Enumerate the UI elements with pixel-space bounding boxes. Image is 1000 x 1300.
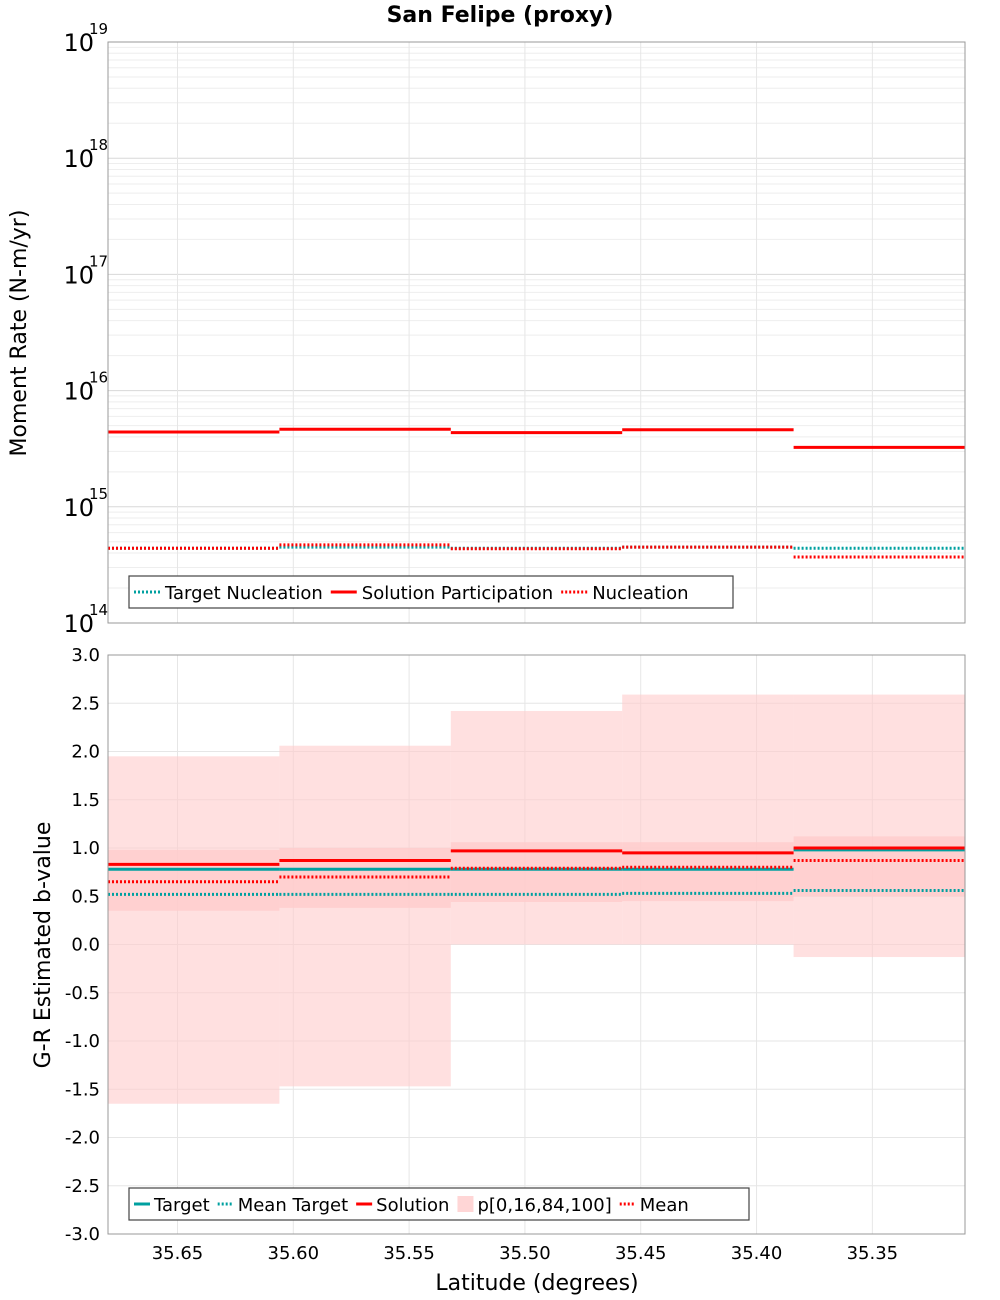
x-ticks: 35.65 35.60 35.55 35.50 35.45 35.40 35.35	[152, 1243, 898, 1264]
top-y-tick-exponent: 17	[89, 252, 108, 270]
bottom-y-tick-label: 1.5	[71, 790, 100, 811]
bottom-legend-label: Mean	[640, 1195, 689, 1216]
top-y-tick-exponent: 14	[89, 601, 108, 619]
band-outer-range	[108, 756, 280, 1104]
bottom-legend-label: p[0,16,84,100]	[477, 1195, 611, 1216]
bottom-y-tick-label: -0.5	[65, 983, 100, 1004]
bottom-y-tick-label: -2.5	[65, 1176, 100, 1197]
chart-title: San Felipe (proxy)	[387, 3, 614, 28]
band-inner-range	[793, 836, 965, 897]
percentile-band	[108, 694, 965, 1104]
top-legend-box	[128, 575, 734, 609]
bottom-y-tick-label: 2.5	[71, 693, 100, 714]
bottom-series	[108, 846, 965, 896]
top-y-tick-exponent: 18	[89, 136, 108, 154]
x-tick-label: 35.55	[383, 1243, 435, 1264]
bottom-y-tick-label: 3.0	[71, 645, 100, 666]
bottom-y-tick-label: 2.0	[71, 742, 100, 763]
top-series	[108, 427, 965, 559]
bottom-legend-box	[128, 1187, 750, 1221]
bottom-panel: -3.0 -2.5 -2.0 -1.5 -1.0 -0.5 0.0 0.5 1.0 1.5 2.0 2…	[31, 645, 966, 1296]
top-y-tick-exponent: 15	[89, 485, 108, 503]
bottom-plot-frame	[107, 654, 966, 1235]
top-legend-label: Target Nucleation	[164, 583, 323, 604]
top-y-tick-base: 10	[63, 261, 94, 289]
top-plot-frame	[107, 41, 966, 624]
top-y-tick-base: 10	[63, 145, 94, 173]
bottom-legend-swatch	[457, 1196, 474, 1212]
bottom-legend-label: Solution	[376, 1195, 449, 1216]
top-y-tick-base: 10	[63, 610, 94, 638]
x-tick-label: 35.60	[268, 1243, 320, 1264]
x-tick-label: 35.45	[615, 1243, 667, 1264]
x-tick-label: 35.65	[152, 1243, 204, 1264]
x-tick-label: 35.35	[847, 1243, 899, 1264]
top-legend-label: Nucleation	[592, 583, 688, 604]
band-outer-range	[450, 710, 623, 945]
bottom-legend-label: Target	[153, 1195, 210, 1216]
bottom-y-tick-label: -3.0	[65, 1224, 100, 1245]
bottom-y-ticks: -3.0 -2.5 -2.0 -1.5 -1.0 -0.5 0.0 0.5 1.0 1.5 2.0 2…	[65, 645, 100, 1245]
top-legend-label: Solution Participation	[362, 583, 553, 604]
top-y-tick-base: 10	[63, 29, 94, 57]
x-tick-label: 35.50	[499, 1243, 551, 1264]
bottom-y-axis-label: G-R Estimated b-value	[31, 822, 56, 1069]
x-tick-label: 35.40	[731, 1243, 783, 1264]
bottom-legend-label: Mean Target	[238, 1195, 348, 1216]
bottom-y-tick-label: 1.0	[71, 838, 100, 859]
band-outer-range	[279, 745, 451, 1087]
top-legend: Target Nucleation Solution Participation N…	[128, 575, 734, 609]
top-y-axis-label: Moment Rate (N-m/yr)	[7, 210, 32, 457]
band-outer-range	[622, 694, 794, 945]
x-axis-label: Latitude (degrees)	[435, 1271, 638, 1296]
bottom-y-tick-label: 0.0	[71, 935, 100, 956]
bottom-y-tick-label: -2.0	[65, 1128, 100, 1149]
top-y-tick-base: 10	[63, 378, 94, 406]
bottom-y-tick-label: -1.5	[65, 1079, 100, 1100]
top-y-tick-exponent: 19	[89, 20, 108, 38]
bottom-y-tick-label: -1.0	[65, 1031, 100, 1052]
band-outer-range	[793, 694, 965, 958]
bottom-y-tick-label: 0.5	[71, 886, 100, 907]
top-grid	[108, 41, 965, 624]
top-y-tick-exponent: 16	[89, 369, 108, 387]
top-y-tick-base: 10	[63, 494, 94, 522]
bottom-legend: Target Mean Target Solution p[0,16,84,100] M…	[128, 1187, 750, 1221]
